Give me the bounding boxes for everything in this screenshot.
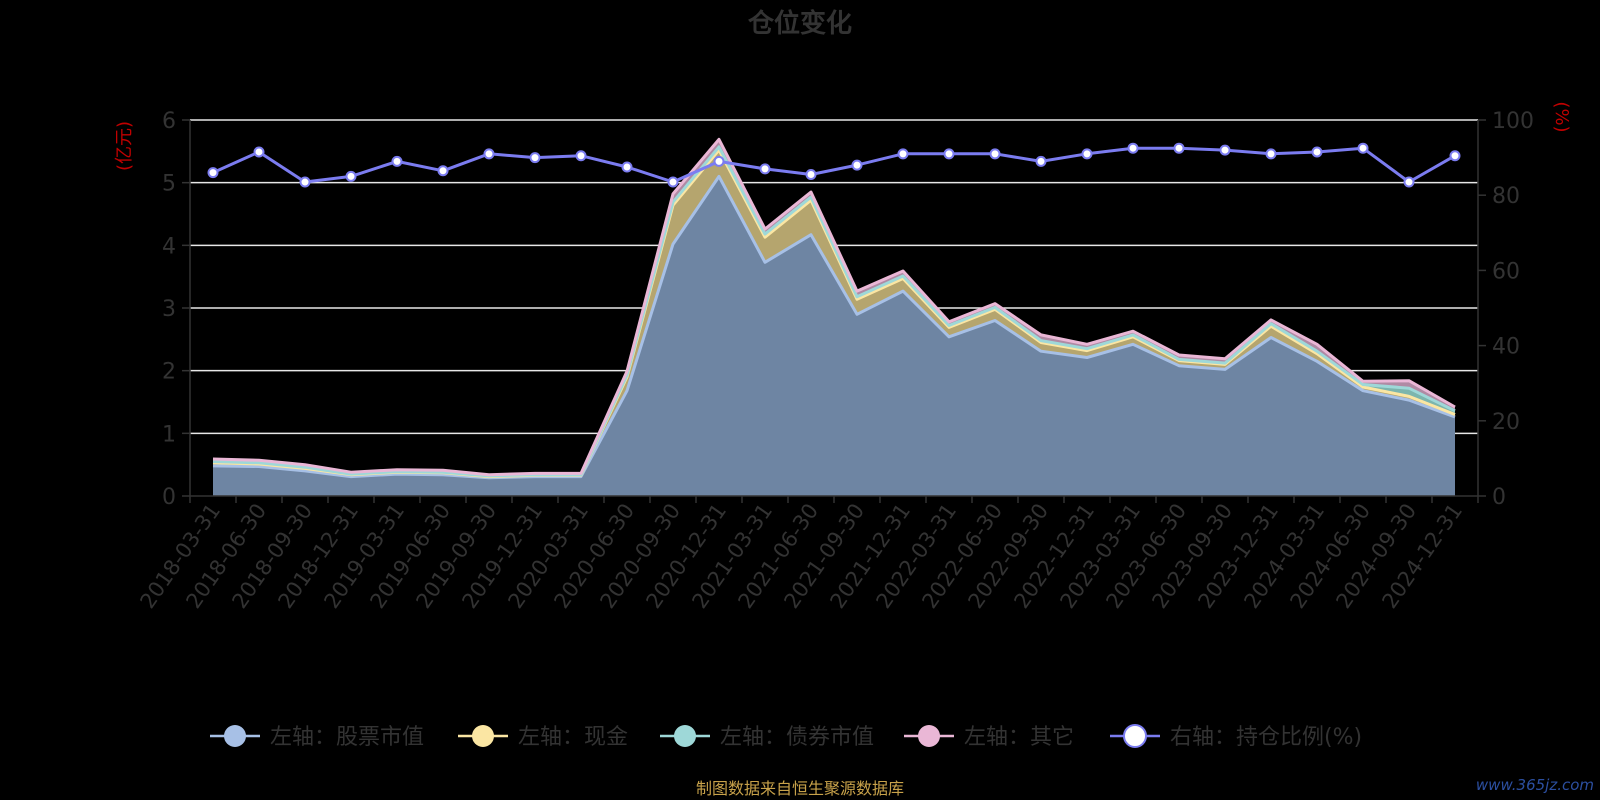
holding-ratio-point[interactable] <box>759 163 771 175</box>
area-series-line-2 <box>212 145 1456 478</box>
legend-item-4[interactable]: 右轴：持仓比例(%) <box>1110 724 1362 750</box>
holding-ratio-point[interactable] <box>989 148 1001 160</box>
legend-item-1[interactable]: 左轴：现金 <box>458 725 628 750</box>
legend-label: 左轴：现金 <box>518 725 628 750</box>
holding-ratio-point[interactable] <box>713 155 725 167</box>
left-axis-tick-label: 0 <box>162 485 176 510</box>
legend-circle-swatch <box>918 725 940 747</box>
right-axis-tick-label: 60 <box>1492 259 1520 284</box>
holding-ratio-point[interactable] <box>345 170 357 182</box>
legend-item-3[interactable]: 左轴：其它 <box>904 725 1074 750</box>
right-axis-tick-label: 20 <box>1492 410 1520 435</box>
legend-label: 左轴：其它 <box>964 725 1074 750</box>
chart-title: 仓位变化 <box>747 8 852 39</box>
left-axis-tick-label: 5 <box>162 172 176 197</box>
left-axis-tick-label: 3 <box>162 297 176 322</box>
area-series-line-0 <box>212 174 1456 480</box>
holding-ratio-point[interactable] <box>1403 176 1415 188</box>
stacked-areas <box>213 139 1455 496</box>
holding-ratio-point[interactable] <box>299 176 311 188</box>
right-axis-unit: (%) <box>1551 101 1572 132</box>
holding-ratio-point[interactable] <box>621 161 633 173</box>
left-axis-tick-label: 2 <box>162 360 176 385</box>
holding-ratio-point[interactable] <box>1081 148 1093 160</box>
holding-ratio-point[interactable] <box>851 159 863 171</box>
area-series-0 <box>213 176 1455 496</box>
right-axis-tick-label: 100 <box>1492 109 1534 134</box>
legend-label: 左轴：股票市值 <box>270 725 424 750</box>
legend-label: 左轴：债券市值 <box>720 725 874 750</box>
holding-ratio-point[interactable] <box>943 148 955 160</box>
holding-ratio-point[interactable] <box>805 169 817 181</box>
holding-ratio-line <box>212 146 1456 184</box>
legend-item-2[interactable]: 左轴：债券市值 <box>660 725 874 750</box>
holding-ratio-point[interactable] <box>1311 146 1323 158</box>
holding-ratio-point[interactable] <box>1449 150 1461 162</box>
legend-item-0[interactable]: 左轴：股票市值 <box>210 725 424 750</box>
holding-ratio-point[interactable] <box>667 176 679 188</box>
right-axis-tick-label: 40 <box>1492 335 1520 360</box>
holding-ratio-point[interactable] <box>437 165 449 177</box>
legend-label: 右轴：持仓比例(%) <box>1170 725 1362 750</box>
data-source-note: 制图数据来自恒生聚源数据库 <box>696 779 904 798</box>
holding-ratio-point[interactable] <box>897 148 909 160</box>
holding-ratio-point[interactable] <box>391 155 403 167</box>
holding-ratio-point[interactable] <box>1173 142 1185 154</box>
right-axis-tick-label: 80 <box>1492 184 1520 209</box>
legend-circle-swatch <box>1123 724 1147 748</box>
holding-ratio-point[interactable] <box>207 167 219 179</box>
left-axis-tick-label: 6 <box>162 109 176 134</box>
legend-circle-swatch <box>224 725 246 747</box>
holding-ratio-point[interactable] <box>575 150 587 162</box>
left-axis-unit: (亿元) <box>114 121 135 171</box>
holding-ratio-point[interactable] <box>1127 142 1139 154</box>
holding-ratio-point[interactable] <box>1219 144 1231 156</box>
legend: 左轴：股票市值 左轴：现金 左轴：债券市值 左轴：其它 右轴：持仓比例(%) <box>210 724 1362 750</box>
right-axis-tick-label: 0 <box>1492 485 1506 510</box>
legend-circle-swatch <box>674 725 696 747</box>
holding-ratio-point[interactable] <box>253 146 265 158</box>
area-series-line-3 <box>212 137 1456 477</box>
series-lines <box>207 137 1461 480</box>
legend-circle-swatch <box>472 725 494 747</box>
left-axis-tick-label: 1 <box>162 422 176 447</box>
left-axis-tick-label: 4 <box>162 234 176 259</box>
holding-ratio-point[interactable] <box>1265 148 1277 160</box>
holding-ratio-point[interactable] <box>1357 142 1369 154</box>
holding-ratio-point[interactable] <box>1035 155 1047 167</box>
holding-ratio-point[interactable] <box>483 148 495 160</box>
watermark: www.365jz.com <box>1476 776 1594 794</box>
holding-ratio-point[interactable] <box>529 152 541 164</box>
